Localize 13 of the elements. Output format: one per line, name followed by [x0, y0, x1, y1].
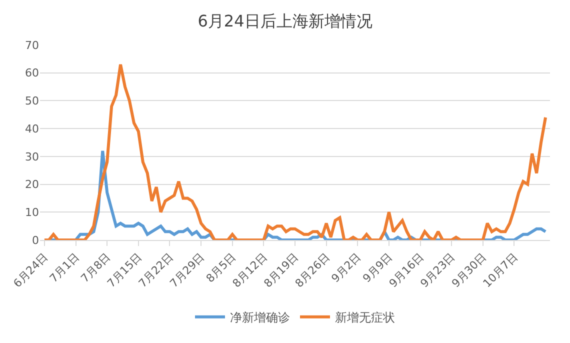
y-tick-label: 50 — [25, 94, 39, 108]
y-tick-label: 40 — [25, 122, 39, 136]
y-tick-label: 10 — [25, 206, 39, 219]
legend-label: 新增无症状 — [335, 310, 395, 325]
y-tick-label: 20 — [25, 178, 39, 192]
y-tick-label: 30 — [25, 150, 39, 164]
y-tick-label: 0 — [32, 234, 39, 247]
y-tick-label: 60 — [25, 66, 39, 80]
line-series — [42, 63, 548, 240]
chart-title: 6月24日后上海新增情况 — [198, 12, 372, 31]
x-tick-label: 9月2日 — [328, 250, 364, 286]
legend-label: 净新增确诊 — [230, 310, 290, 325]
y-tick-label: 70 — [25, 38, 39, 52]
